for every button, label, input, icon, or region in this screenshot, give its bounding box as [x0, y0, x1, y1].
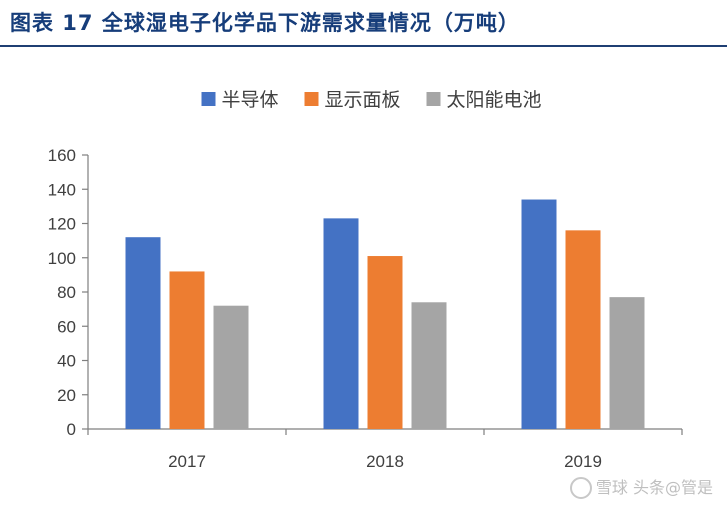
bar-半导体-2019	[521, 199, 557, 429]
legend-label: 显示面板	[325, 89, 401, 111]
y-tick-label: 60	[57, 317, 76, 336]
bars	[125, 199, 645, 429]
legend: 半导体 显示面板 太阳能电池	[201, 89, 542, 111]
y-tick-label: 120	[48, 215, 76, 234]
bar-显示面板-2019	[565, 230, 601, 429]
bar-太阳能电池-2017	[213, 305, 249, 429]
legend-swatch	[304, 92, 319, 106]
y-tick-label: 160	[48, 146, 76, 165]
y-tick-label: 20	[57, 386, 76, 405]
y-tick-label: 0	[67, 420, 76, 439]
legend-label: 半导体	[222, 89, 279, 111]
bar-半导体-2018	[323, 218, 359, 429]
legend-label: 太阳能电池	[447, 89, 542, 111]
caption-rule	[0, 45, 727, 47]
bar-显示面板-2018	[367, 256, 403, 429]
bar-显示面板-2017	[169, 271, 205, 429]
legend-swatch	[201, 92, 216, 106]
y-tick-label: 40	[57, 352, 76, 371]
y-tick-label: 80	[57, 283, 76, 302]
x-tick-label: 2018	[366, 452, 404, 471]
x-axis: 2017 2018 2019	[87, 428, 683, 471]
legend-swatch	[426, 92, 441, 106]
snowball-logo-icon	[569, 477, 592, 499]
bar-太阳能电池-2019	[609, 297, 645, 429]
watermark: 雪球 头条@管是	[569, 474, 713, 499]
figure-caption: 图表 17 全球湿电子化学品下游需求量情况（万吨）	[10, 11, 520, 35]
watermark-text: 雪球 头条@管是	[595, 477, 713, 497]
y-tick-label: 100	[48, 249, 76, 268]
bar-半导体-2017	[125, 237, 161, 429]
y-axis: 0 20 40 60 80 100 120 140 160	[48, 146, 89, 439]
bar-太阳能电池-2018	[411, 302, 447, 429]
y-tick-label: 140	[48, 180, 76, 199]
x-tick-label: 2017	[168, 452, 206, 471]
x-tick-label: 2019	[564, 452, 602, 471]
